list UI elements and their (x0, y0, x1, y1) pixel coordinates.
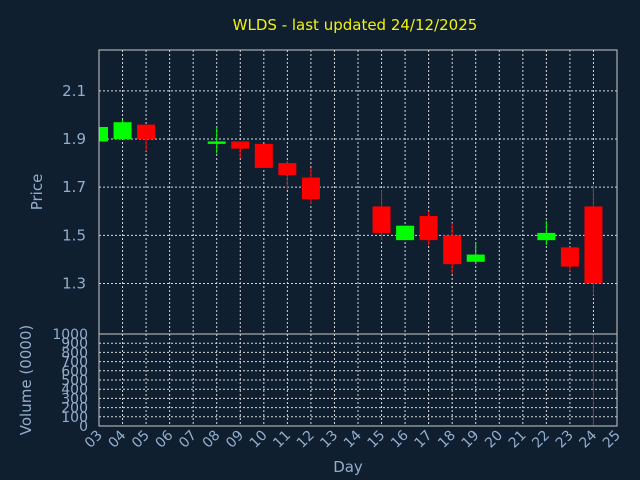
price-y-tick-label: 1.9 (62, 130, 86, 148)
candle-body-up (99, 127, 108, 142)
price-y-tick-label: 1.7 (62, 178, 86, 196)
x-tick-label: 06 (153, 427, 177, 451)
price-y-tick-label: 1.5 (62, 226, 86, 244)
x-tick-label: 22 (529, 428, 553, 452)
candle-body-down (254, 143, 273, 168)
volume-y-tick-label: 1000 (52, 327, 88, 343)
x-tick-label: 14 (341, 427, 365, 451)
x-tick-label: 18 (435, 428, 459, 452)
candle-body-down (231, 141, 250, 149)
price-candles (98, 119, 603, 296)
volume-grid (98, 333, 618, 427)
x-tick-label: 09 (223, 428, 247, 452)
volume-y-tick-label: 700 (61, 355, 88, 371)
candle-body-down (560, 247, 579, 267)
volume-y-tick-label: 900 (61, 336, 88, 352)
candle-body-down (301, 177, 320, 200)
volume-y-tick-label: 800 (61, 345, 88, 361)
x-tick-label: 08 (200, 428, 224, 452)
volume-panel-frame (98, 333, 618, 427)
x-tick-label: 17 (412, 428, 436, 452)
candle-body-up (113, 122, 132, 140)
x-tick-labels: 03 04 05 06 07 08 09 10 11 12 13 14 15 16 17 18 19 20 21 22… (82, 427, 624, 451)
price-y-tick-label: 1.3 (62, 274, 86, 292)
volume-y-tick-label: 300 (61, 391, 88, 407)
candle-body-down (278, 163, 297, 176)
candle-body-down (137, 124, 156, 140)
x-tick-label: 19 (459, 428, 483, 452)
x-tick-label: 13 (317, 428, 341, 452)
x-tick-label: 23 (553, 428, 577, 452)
x-tick-label: 11 (270, 428, 294, 452)
candle-body-up (466, 254, 485, 262)
x-tick-label: 21 (506, 428, 530, 452)
price-y-tick-label: 2.1 (62, 82, 86, 100)
x-tick-label: 15 (364, 428, 388, 452)
x-tick-label: 24 (576, 427, 600, 451)
candle-body-down (372, 206, 391, 233)
chart-title: WLDS - last updated 24/12/2025 (233, 16, 478, 34)
x-tick-label: 12 (294, 428, 318, 452)
x-axis-label: Day (333, 458, 363, 476)
candle-body-down (419, 216, 438, 241)
x-tick-label: 10 (247, 428, 271, 452)
x-tick-label: 16 (388, 427, 412, 451)
candle-body-up (207, 141, 226, 144)
price-axis-label: Price (28, 174, 46, 211)
price-grid (98, 50, 618, 334)
x-tick-label: 04 (105, 427, 129, 451)
volume-y-tick-label: 500 (61, 373, 88, 389)
volume-y-tick-label: 0 (79, 419, 88, 435)
x-tick-label: 07 (176, 428, 200, 452)
volume-y-tick-label: 400 (61, 382, 88, 398)
volume-axis-label: Volume (0000) (17, 325, 35, 435)
x-tick-label: 05 (129, 428, 153, 452)
volume-y-tick-label: 600 (61, 364, 88, 380)
candle-body-up (537, 232, 556, 241)
x-tick-label: 25 (600, 428, 624, 452)
candle-body-up (396, 225, 415, 241)
candle-body-down (443, 235, 462, 265)
x-tick-label: 20 (482, 428, 506, 452)
volume-y-tick-label: 200 (61, 401, 88, 417)
candle-body-down (584, 206, 603, 284)
price-y-tick-labels: 2.1 1.9 1.7 1.5 1.3 (62, 82, 86, 293)
volume-y-tick-label: 100 (61, 410, 88, 426)
